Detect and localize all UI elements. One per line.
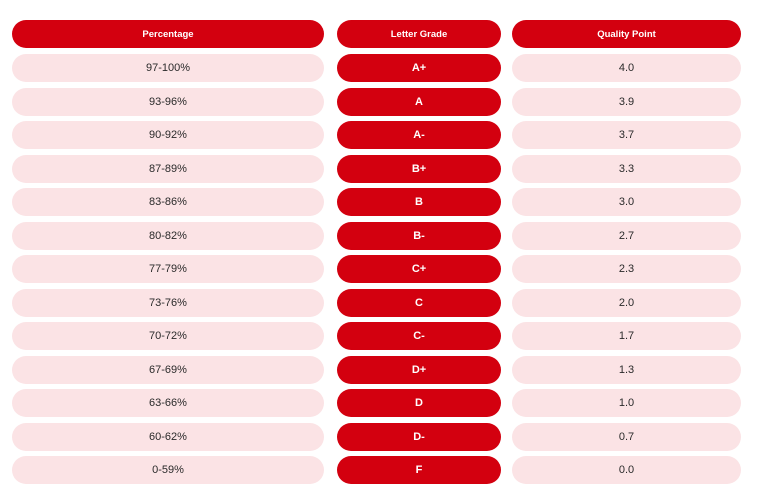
percentage-cell: 63-66% [12,389,324,417]
quality-point-cell: 2.3 [512,255,741,283]
percentage-header: Percentage [12,20,324,48]
letter-grade-cell: B+ [337,154,501,183]
percentage-cell: 80-82% [12,221,324,250]
quality-point-cell: 3.0 [512,188,741,216]
percentage-column: Percentage 97-100% 93-96% 90-92% 87-89% 83-8… [12,20,324,490]
percentage-cell: 77-79% [12,255,324,283]
percentage-cell: 73-76% [12,288,324,317]
percentage-cell: 90-92% [12,121,324,149]
letter-grade-column: Letter Grade A+ A A- B+ B B- C+ C C- D+ D D- F [337,20,501,490]
quality-point-cell: 1.3 [512,355,741,384]
quality-point-column: Quality Point 4.0 3.9 3.7 3.3 3.0 2.7 2.3 2.0 1.… [512,20,741,490]
quality-point-cell: 0.0 [512,456,741,484]
letter-grade-cell: A- [337,121,501,149]
percentage-cell: 93-96% [12,87,324,116]
letter-grade-cell: D+ [337,355,501,384]
letter-grade-cell: B [337,188,501,216]
letter-grade-cell: A+ [337,54,501,82]
quality-point-cell: 3.9 [512,87,741,116]
quality-point-cell: 3.3 [512,154,741,183]
quality-point-header: Quality Point [512,20,741,48]
quality-point-cell: 0.7 [512,422,741,451]
percentage-cell: 87-89% [12,154,324,183]
quality-point-cell: 3.7 [512,121,741,149]
percentage-cell: 83-86% [12,188,324,216]
letter-grade-cell: D [337,389,501,417]
quality-point-cell: 2.0 [512,288,741,317]
percentage-cell: 0-59% [12,456,324,484]
letter-grade-header: Letter Grade [337,20,501,48]
letter-grade-cell: F [337,456,501,484]
quality-point-cell: 1.7 [512,322,741,350]
letter-grade-cell: D- [337,422,501,451]
quality-point-cell: 1.0 [512,389,741,417]
letter-grade-cell: C- [337,322,501,350]
letter-grade-cell: C+ [337,255,501,283]
quality-point-cell: 4.0 [512,54,741,82]
percentage-cell: 70-72% [12,322,324,350]
letter-grade-cell: A [337,87,501,116]
letter-grade-cell: B- [337,221,501,250]
percentage-cell: 60-62% [12,422,324,451]
percentage-cell: 97-100% [12,54,324,82]
percentage-cell: 67-69% [12,355,324,384]
quality-point-cell: 2.7 [512,221,741,250]
letter-grade-cell: C [337,288,501,317]
